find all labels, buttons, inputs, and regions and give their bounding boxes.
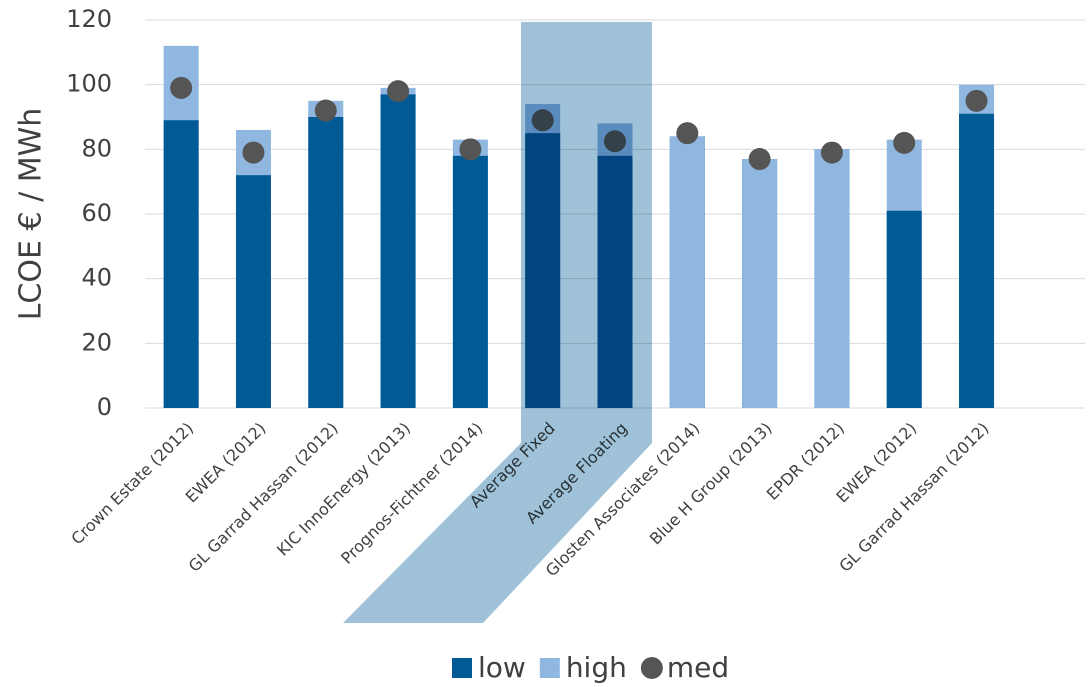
y-tick-label: 40 bbox=[81, 264, 112, 292]
legend-label: low bbox=[478, 651, 526, 684]
bar bbox=[235, 175, 271, 408]
y-tick-label: 0 bbox=[97, 393, 112, 421]
bar bbox=[886, 210, 922, 408]
marker bbox=[748, 148, 771, 171]
bar bbox=[380, 94, 416, 408]
highlight-region bbox=[343, 22, 652, 623]
marker bbox=[459, 138, 482, 161]
y-tick-label: 80 bbox=[81, 134, 112, 162]
bar bbox=[959, 113, 995, 409]
marker bbox=[893, 131, 916, 154]
x-tick-label: Blue H Group (2013) bbox=[646, 419, 776, 549]
bar bbox=[742, 159, 778, 408]
legend-label: high bbox=[566, 651, 627, 684]
x-tick-label: GL Garrad Hassan (2012) bbox=[185, 419, 342, 576]
bar bbox=[452, 155, 488, 408]
marker bbox=[676, 122, 699, 145]
y-axis-label: LCOE € / MWh bbox=[14, 108, 49, 321]
marker bbox=[387, 80, 410, 103]
marker bbox=[314, 99, 337, 122]
bar bbox=[814, 149, 850, 409]
y-tick-label: 60 bbox=[81, 199, 112, 227]
legend-swatch bbox=[452, 658, 472, 678]
legend-label: med bbox=[667, 651, 729, 684]
y-tick-label: 100 bbox=[66, 70, 112, 98]
bar bbox=[669, 136, 705, 408]
y-tick-label: 120 bbox=[66, 5, 112, 33]
marker bbox=[170, 76, 193, 99]
bar bbox=[308, 117, 344, 408]
x-tick-label: KIC InnoEnergy (2013) bbox=[273, 419, 414, 560]
marker bbox=[820, 141, 843, 164]
marker bbox=[965, 89, 988, 112]
x-tick-label: GL Garrad Hassan (2012) bbox=[835, 419, 992, 576]
legend-swatch bbox=[640, 657, 663, 679]
x-tick-label: Crown Estate (2012) bbox=[67, 419, 197, 549]
bar bbox=[163, 120, 199, 408]
legend-swatch bbox=[539, 658, 560, 678]
legend: low high med bbox=[452, 651, 729, 684]
y-tick-label: 20 bbox=[81, 328, 112, 356]
marker bbox=[242, 141, 265, 164]
